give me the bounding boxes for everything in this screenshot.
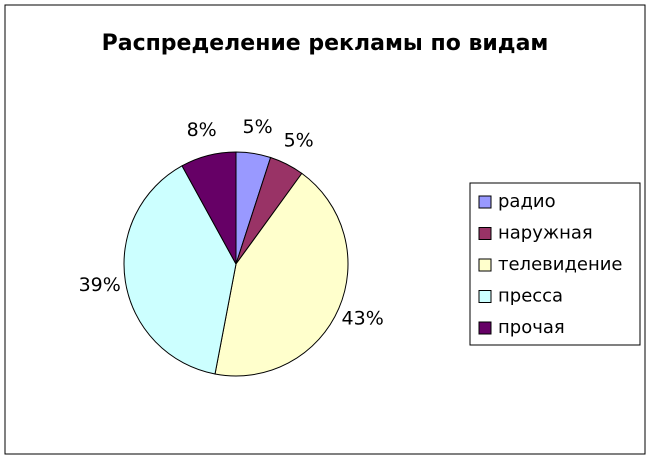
data-label: 5%	[284, 130, 314, 152]
legend-swatch	[478, 258, 492, 272]
pie-slice	[214, 172, 349, 377]
data-label: 5%	[243, 116, 273, 138]
legend-label: пресса	[498, 286, 563, 307]
data-label: 8%	[187, 119, 217, 141]
legend-swatch	[478, 290, 492, 303]
legend-label: наружная	[498, 223, 593, 244]
legend-swatch	[478, 321, 492, 335]
data-label: 39%	[79, 274, 121, 296]
legend-label: телевидение	[498, 254, 623, 275]
legend-box	[469, 182, 641, 346]
pie-slice	[181, 151, 237, 265]
legend-label: прочая	[498, 317, 565, 338]
chart-title: Распределение рекламы по видам	[102, 31, 549, 56]
legend-label: радио	[498, 191, 556, 212]
legend-swatch	[478, 195, 492, 209]
data-label: 43%	[342, 307, 384, 329]
pie-slice	[123, 165, 237, 375]
legend-swatch	[478, 227, 492, 240]
